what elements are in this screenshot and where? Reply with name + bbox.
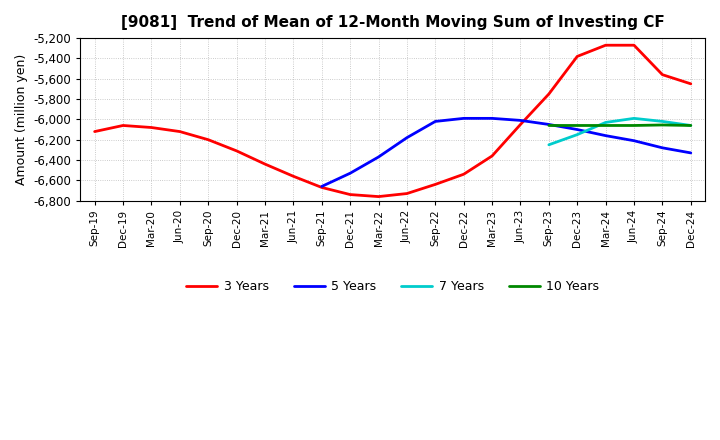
7 Years bbox=[630, 116, 639, 121]
3 Years bbox=[516, 122, 525, 127]
10 Years bbox=[686, 123, 695, 128]
3 Years bbox=[318, 185, 326, 190]
10 Years bbox=[544, 123, 553, 128]
Line: 7 Years: 7 Years bbox=[549, 118, 690, 145]
3 Years bbox=[601, 43, 610, 48]
5 Years bbox=[658, 145, 667, 150]
3 Years bbox=[686, 81, 695, 87]
3 Years bbox=[431, 182, 440, 187]
3 Years bbox=[544, 92, 553, 97]
5 Years bbox=[544, 122, 553, 127]
3 Years bbox=[261, 161, 269, 167]
5 Years bbox=[516, 118, 525, 123]
5 Years bbox=[402, 135, 411, 140]
7 Years bbox=[573, 132, 582, 137]
5 Years bbox=[346, 171, 354, 176]
5 Years bbox=[630, 138, 639, 143]
10 Years bbox=[630, 123, 639, 128]
5 Years bbox=[601, 133, 610, 138]
5 Years bbox=[374, 154, 383, 160]
3 Years bbox=[459, 172, 468, 177]
5 Years bbox=[686, 150, 695, 156]
Line: 3 Years: 3 Years bbox=[94, 45, 690, 197]
7 Years bbox=[658, 119, 667, 124]
Legend: 3 Years, 5 Years, 7 Years, 10 Years: 3 Years, 5 Years, 7 Years, 10 Years bbox=[181, 275, 604, 298]
3 Years bbox=[658, 72, 667, 77]
3 Years bbox=[233, 148, 241, 154]
5 Years bbox=[573, 127, 582, 132]
7 Years bbox=[544, 142, 553, 147]
3 Years bbox=[487, 153, 496, 158]
5 Years bbox=[487, 116, 496, 121]
10 Years bbox=[601, 123, 610, 128]
5 Years bbox=[318, 184, 326, 189]
3 Years bbox=[402, 191, 411, 196]
3 Years bbox=[204, 137, 212, 143]
10 Years bbox=[573, 123, 582, 128]
3 Years bbox=[374, 194, 383, 199]
7 Years bbox=[601, 120, 610, 125]
3 Years bbox=[119, 123, 127, 128]
3 Years bbox=[90, 129, 99, 134]
3 Years bbox=[630, 43, 639, 48]
7 Years bbox=[686, 123, 695, 128]
3 Years bbox=[176, 129, 184, 134]
3 Years bbox=[147, 125, 156, 130]
3 Years bbox=[346, 192, 354, 197]
Title: [9081]  Trend of Mean of 12-Month Moving Sum of Investing CF: [9081] Trend of Mean of 12-Month Moving … bbox=[121, 15, 665, 30]
3 Years bbox=[289, 174, 297, 179]
5 Years bbox=[431, 119, 440, 124]
Line: 5 Years: 5 Years bbox=[322, 118, 690, 187]
Y-axis label: Amount (million yen): Amount (million yen) bbox=[15, 54, 28, 185]
5 Years bbox=[459, 116, 468, 121]
3 Years bbox=[573, 54, 582, 59]
10 Years bbox=[658, 122, 667, 128]
